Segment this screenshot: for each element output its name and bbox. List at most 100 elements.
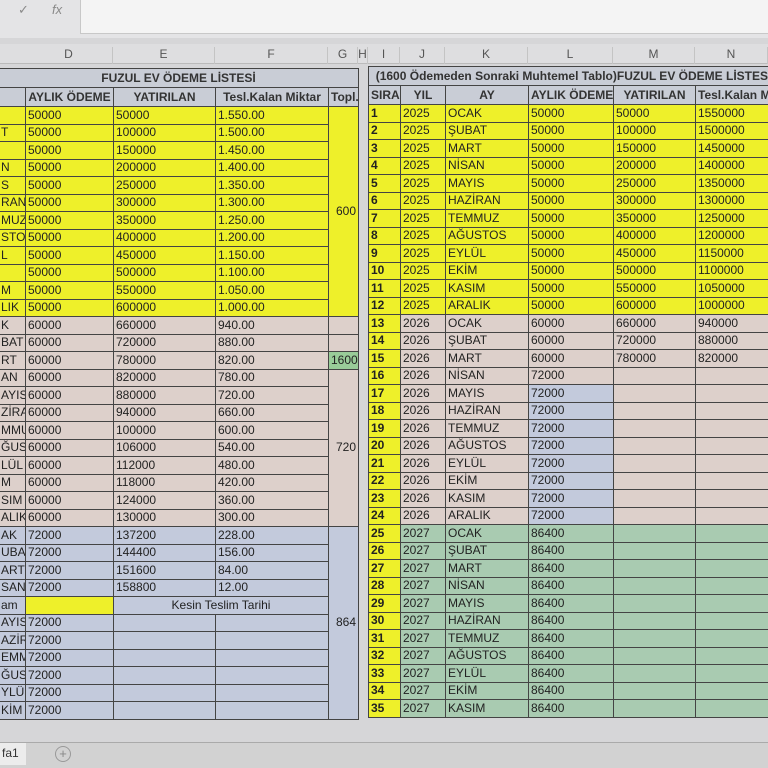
monthly-payment-cell[interactable]: 50000 (25, 211, 114, 230)
year-cell[interactable]: 2025 (400, 104, 446, 123)
remaining-amount-cell[interactable]: 360.00 (215, 491, 329, 510)
monthly-payment-cell[interactable]: 50000 (25, 246, 114, 265)
month-cell[interactable]: EYLÜL (445, 664, 529, 683)
remaining-amount-cell[interactable]: 940000 (694, 314, 768, 333)
remaining-amount-cell[interactable]: 1450000 (694, 139, 768, 158)
paid-amount-cell[interactable] (613, 419, 696, 438)
remaining-amount-cell[interactable]: 420.00 (215, 473, 329, 492)
remaining-amount-cell[interactable] (215, 648, 329, 667)
paid-amount-cell[interactable]: 100000 (113, 421, 216, 440)
remaining-amount-cell[interactable]: 1050000 (694, 279, 768, 298)
paid-amount-cell[interactable]: 158800 (113, 578, 216, 597)
row-number-cell[interactable]: 33 (368, 664, 401, 683)
paid-amount-cell[interactable]: 500000 (613, 261, 696, 280)
month-cell[interactable]: KASIM (445, 489, 529, 508)
column-header[interactable]: YIL (400, 85, 446, 105)
monthly-payment-cell[interactable]: 50000 (528, 261, 614, 280)
row-number-cell[interactable]: 8 (368, 226, 401, 245)
remaining-amount-cell[interactable]: 228.00 (215, 526, 329, 545)
total-720[interactable]: 720 (327, 368, 360, 527)
year-cell[interactable]: 2027 (400, 611, 446, 630)
row-number-cell[interactable]: 13 (368, 314, 401, 333)
month-cell[interactable]: YLÜL (0, 683, 26, 702)
remaining-amount-cell[interactable]: 600.00 (215, 421, 329, 440)
year-cell[interactable]: 2027 (400, 576, 446, 595)
total-864[interactable]: 864 (327, 526, 360, 720)
remaining-amount-cell[interactable] (215, 631, 329, 650)
year-cell[interactable]: 2026 (400, 471, 446, 490)
remaining-amount-cell[interactable] (694, 576, 768, 595)
monthly-payment-cell[interactable]: 60000 (25, 456, 114, 475)
paid-amount-cell[interactable] (613, 366, 696, 385)
year-cell[interactable]: 2027 (400, 594, 446, 613)
monthly-payment-cell[interactable]: 86400 (528, 611, 614, 630)
monthly-payment-cell[interactable]: 86400 (528, 664, 614, 683)
paid-amount-cell[interactable]: 150000 (613, 139, 696, 158)
col-header-n[interactable]: N (695, 47, 768, 64)
month-cell[interactable]: ARALIK (445, 296, 529, 315)
row-number-cell[interactable]: 10 (368, 261, 401, 280)
row-number-cell[interactable]: 18 (368, 401, 401, 420)
month-cell[interactable]: EYLÜL (445, 244, 529, 263)
remaining-amount-cell[interactable]: 84.00 (215, 561, 329, 580)
monthly-payment-cell[interactable]: 72000 (25, 578, 114, 597)
row-number-cell[interactable]: 34 (368, 681, 401, 700)
remaining-amount-cell[interactable] (694, 489, 768, 508)
monthly-payment-cell[interactable]: 50000 (528, 104, 614, 123)
monthly-payment-cell[interactable]: 72000 (25, 631, 114, 650)
remaining-amount-cell[interactable] (694, 699, 768, 718)
monthly-payment-cell[interactable]: 50000 (25, 228, 114, 247)
month-cell[interactable]: SAN (0, 578, 26, 597)
remaining-amount-cell[interactable]: 1400000 (694, 156, 768, 175)
col-header-i[interactable]: I (368, 47, 400, 64)
year-cell[interactable]: 2025 (400, 226, 446, 245)
remaining-amount-cell[interactable]: 1000000 (694, 296, 768, 315)
total-cell[interactable] (327, 316, 360, 335)
row-number-cell[interactable]: 23 (368, 489, 401, 508)
remaining-amount-cell[interactable]: 1.050.00 (215, 281, 329, 300)
month-cell[interactable]: SIM (0, 491, 26, 510)
year-cell[interactable]: 2026 (400, 436, 446, 455)
remaining-amount-cell[interactable] (215, 666, 329, 685)
paid-amount-cell[interactable] (613, 699, 696, 718)
monthly-payment-cell[interactable]: 50000 (25, 106, 114, 125)
row-number-cell[interactable]: 28 (368, 576, 401, 595)
month-cell[interactable]: T (0, 123, 26, 142)
column-header[interactable]: Tesl.Kalan Miktar (215, 87, 329, 107)
paid-amount-cell[interactable]: 550000 (113, 281, 216, 300)
monthly-payment-cell[interactable]: 50000 (25, 263, 114, 282)
remaining-amount-cell[interactable]: 1500000 (694, 121, 768, 140)
month-cell[interactable]: EMMUZ (0, 648, 26, 667)
paid-amount-cell[interactable]: 100000 (613, 121, 696, 140)
row-number-cell[interactable]: 15 (368, 349, 401, 368)
paid-amount-cell[interactable] (613, 454, 696, 473)
monthly-payment-cell[interactable]: 60000 (25, 386, 114, 405)
monthly-payment-cell[interactable]: 60000 (25, 491, 114, 510)
paid-amount-cell[interactable]: 500000 (113, 263, 216, 282)
year-cell[interactable]: 2027 (400, 699, 446, 718)
row-number-cell[interactable]: 4 (368, 156, 401, 175)
monthly-payment-cell[interactable]: 60000 (25, 438, 114, 457)
month-cell[interactable]: N (0, 158, 26, 177)
remaining-amount-cell[interactable] (215, 613, 329, 632)
monthly-payment-cell[interactable]: 50000 (25, 193, 114, 212)
month-cell[interactable]: RAN (0, 193, 26, 212)
column-header[interactable]: YATIRILAN (113, 87, 216, 107)
paid-amount-cell[interactable]: 130000 (113, 508, 216, 527)
total-1600[interactable]: 1600 (327, 351, 360, 370)
monthly-payment-cell[interactable]: 72000 (528, 471, 614, 490)
paid-amount-cell[interactable]: 820000 (113, 368, 216, 387)
paid-amount-cell[interactable] (113, 648, 216, 667)
month-cell[interactable]: ĞUSTOS (0, 666, 26, 685)
paid-amount-cell[interactable]: 880000 (113, 386, 216, 405)
monthly-payment-cell[interactable]: 60000 (25, 508, 114, 527)
paid-amount-cell[interactable]: 250000 (613, 174, 696, 193)
month-cell[interactable]: MAYIS (445, 174, 529, 193)
row-number-cell[interactable]: 21 (368, 454, 401, 473)
formula-input[interactable] (80, 0, 768, 34)
remaining-amount-cell[interactable] (694, 611, 768, 630)
row-number-cell[interactable]: 2 (368, 121, 401, 140)
column-header[interactable]: AYLIK ÖDEME (528, 85, 614, 105)
paid-amount-cell[interactable]: 350000 (613, 209, 696, 228)
month-cell[interactable]: MAYIS (445, 384, 529, 403)
